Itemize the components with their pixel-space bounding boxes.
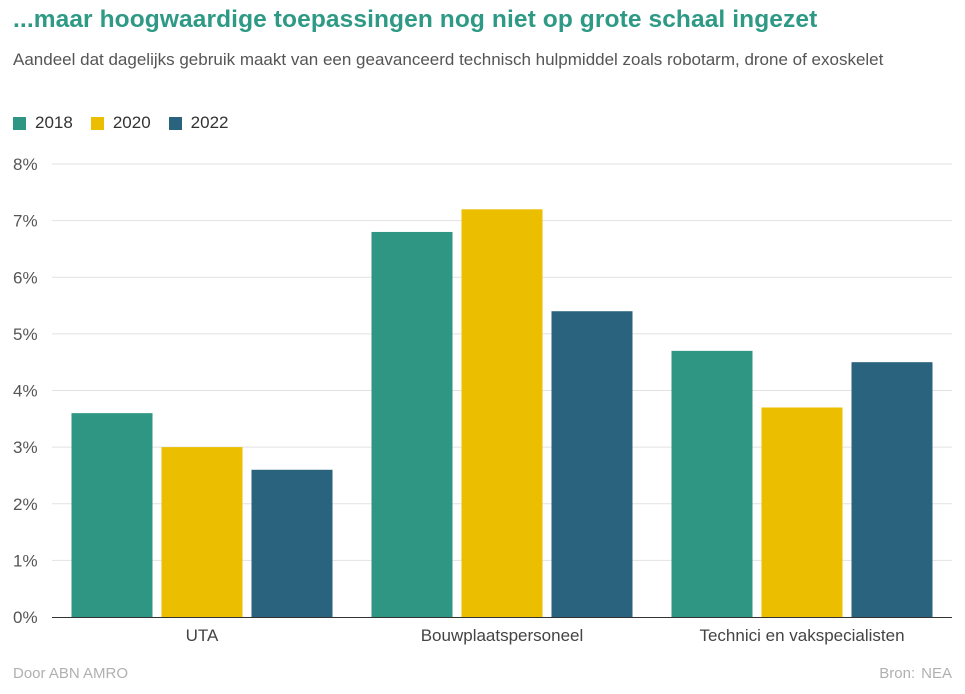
chart-title: ...maar hoogwaardige toepassingen nog ni… xyxy=(13,6,818,33)
legend-item-2020[interactable]: 2020 xyxy=(90,113,151,133)
legend-swatch-2022 xyxy=(168,116,182,130)
source-text: Bron: NEA xyxy=(879,665,952,682)
x-category-label: Technici en vakspecialisten xyxy=(699,626,904,645)
chart-subtitle: Aandeel dat dagelijks gebruik maakt van … xyxy=(13,50,884,69)
legend-label-2022: 2022 xyxy=(190,113,229,132)
y-axis-ticks: 0% 1% 2% 3% 4% 5% 6% 7% 8% xyxy=(13,155,38,627)
bar-2022-1[interactable] xyxy=(551,311,633,617)
legend-item-2018[interactable]: 2018 xyxy=(13,113,73,133)
bar-2018-0[interactable] xyxy=(71,413,153,617)
legend-swatch-2020 xyxy=(90,116,104,130)
y-tick-label: 3% xyxy=(13,438,38,457)
legend-swatch-2018 xyxy=(13,116,26,130)
source-label: Bron: xyxy=(879,665,916,682)
legend: 2018 2020 2022 xyxy=(13,113,246,133)
y-tick-label: 2% xyxy=(13,495,38,514)
bar-2020-0[interactable] xyxy=(161,447,243,617)
source-value: NEA xyxy=(921,665,952,682)
bar-2020-2[interactable] xyxy=(761,407,843,617)
y-tick-label: 5% xyxy=(13,325,38,344)
bar-2020-1[interactable] xyxy=(461,209,543,618)
legend-label-2018: 2018 xyxy=(35,113,73,132)
y-tick-label: 0% xyxy=(13,608,38,627)
x-category-label: Bouwplaatspersoneel xyxy=(421,626,584,645)
bar-2022-0[interactable] xyxy=(251,469,333,617)
y-tick-label: 8% xyxy=(13,155,38,174)
y-tick-label: 1% xyxy=(13,551,38,570)
x-axis-labels: UTA Bouwplaatspersoneel Technici en vakspe… xyxy=(186,626,905,645)
y-tick-label: 4% xyxy=(13,382,38,401)
credit-text: Door ABN AMRO xyxy=(13,665,129,682)
y-tick-label: 7% xyxy=(13,212,38,231)
legend-label-2020: 2020 xyxy=(112,113,151,132)
bar-2018-2[interactable] xyxy=(671,350,753,617)
legend-item-2022[interactable]: 2022 xyxy=(168,113,229,133)
x-category-label: UTA xyxy=(186,626,219,645)
bars xyxy=(71,209,933,618)
bar-2022-2[interactable] xyxy=(851,362,933,617)
bar-2018-1[interactable] xyxy=(371,231,453,617)
y-tick-label: 6% xyxy=(13,268,38,287)
